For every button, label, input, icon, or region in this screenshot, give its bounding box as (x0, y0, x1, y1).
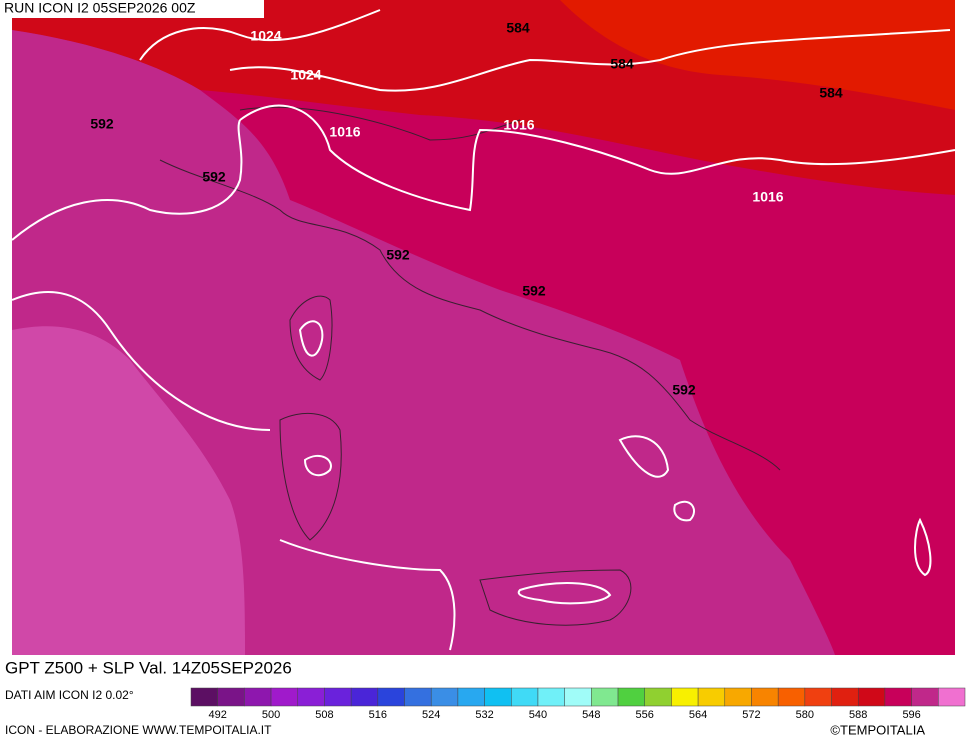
contour-label: 592 (522, 283, 546, 299)
contour-label: 1016 (329, 124, 360, 140)
colorbar-swatch (938, 687, 966, 707)
copyright-label: ©TEMPOITALIA (830, 722, 925, 737)
colorbar-swatch (644, 687, 672, 707)
colorbar-swatch (671, 687, 699, 707)
colorbar-swatch (617, 687, 645, 707)
colorbar-swatch (350, 687, 379, 707)
colorbar-swatch (697, 687, 726, 707)
colorbar-label: 532 (475, 709, 493, 721)
colorbar-swatch (777, 687, 806, 707)
colorbar-label: 580 (796, 709, 814, 721)
contour-label: 1024 (250, 28, 281, 44)
colorbar-label: 508 (315, 709, 333, 721)
colorbar-swatch (537, 687, 565, 707)
colorbar-swatch (724, 687, 752, 707)
colorbar-swatch (270, 687, 299, 707)
zone-580 (560, 0, 955, 110)
map (11, 0, 956, 655)
contour-labels: 1024 584 1024 584 584 592 1016 1016 592 1016 592 59… (90, 20, 843, 398)
colorbar: 492 500 508 516 524 532 540 548 556 564 572 580 588 5… (190, 687, 966, 721)
header-bg (0, 0, 264, 18)
colorbar-swatch (324, 687, 352, 707)
contour-label: 592 (202, 169, 226, 185)
colorbar-swatch (430, 687, 459, 707)
isobar-1012 (11, 291, 932, 651)
colorbar-label: 588 (849, 709, 867, 721)
colorbar-swatch (831, 687, 859, 707)
isobar-1016 (11, 104, 956, 241)
sicily (479, 569, 632, 626)
colorbar-swatch (751, 687, 779, 707)
contour-label: 584 (610, 56, 634, 72)
colorbar-label: 500 (262, 709, 280, 721)
colorbar-label: 540 (529, 709, 547, 721)
colorbar-swatch (911, 687, 939, 707)
colorbar-swatch (857, 687, 886, 707)
colorbar-swatch (457, 687, 485, 707)
colorbar-swatch (484, 687, 512, 707)
colorbar-label: 524 (422, 709, 440, 721)
colorbar-label: 492 (209, 709, 227, 721)
colorbar-swatch (244, 687, 272, 707)
colorbar-swatch (511, 687, 539, 707)
isobar-1024 (139, 9, 951, 92)
colorbar-swatch (404, 687, 432, 707)
colorbar-swatch (297, 687, 325, 707)
run-label: RUN ICON I2 05SEP2026 00Z (4, 0, 196, 16)
colorbar-label: 548 (582, 709, 600, 721)
colorbar-swatch (591, 687, 619, 707)
colorbar-label: 516 (369, 709, 387, 721)
contour-label: 1016 (503, 117, 534, 133)
contour-label: 1016 (752, 189, 783, 205)
contour-label: 592 (90, 116, 114, 132)
contour-label: 592 (672, 382, 696, 398)
colorbar-swatch (564, 687, 592, 707)
title-bg (0, 655, 414, 683)
contour-label: 584 (819, 85, 843, 101)
colorbar-label: 564 (689, 709, 707, 721)
islands (279, 295, 342, 541)
map-title: GPT Z500 + SLP Val. 14Z05SEP2026 (5, 658, 292, 677)
colorbar-label: 556 (636, 709, 654, 721)
colorbar-swatch (377, 687, 405, 707)
source-label: DATI AIM ICON I2 0.02° (5, 688, 134, 702)
credit-label: ICON - ELABORAZIONE WWW.TEMPOITALIA.IT (5, 723, 272, 737)
contour-label: 592 (386, 247, 410, 263)
colorbar-swatch (190, 687, 218, 707)
colorbar-swatch (804, 687, 832, 707)
contour-label: 1024 (290, 67, 321, 83)
colorbar-swatch (217, 687, 245, 707)
contour-label: 584 (506, 20, 530, 36)
colorbar-swatch (884, 687, 912, 707)
colorbar-label: 572 (742, 709, 760, 721)
coastline (159, 159, 781, 471)
colorbar-label: 596 (902, 709, 920, 721)
zone-596 (12, 326, 245, 655)
